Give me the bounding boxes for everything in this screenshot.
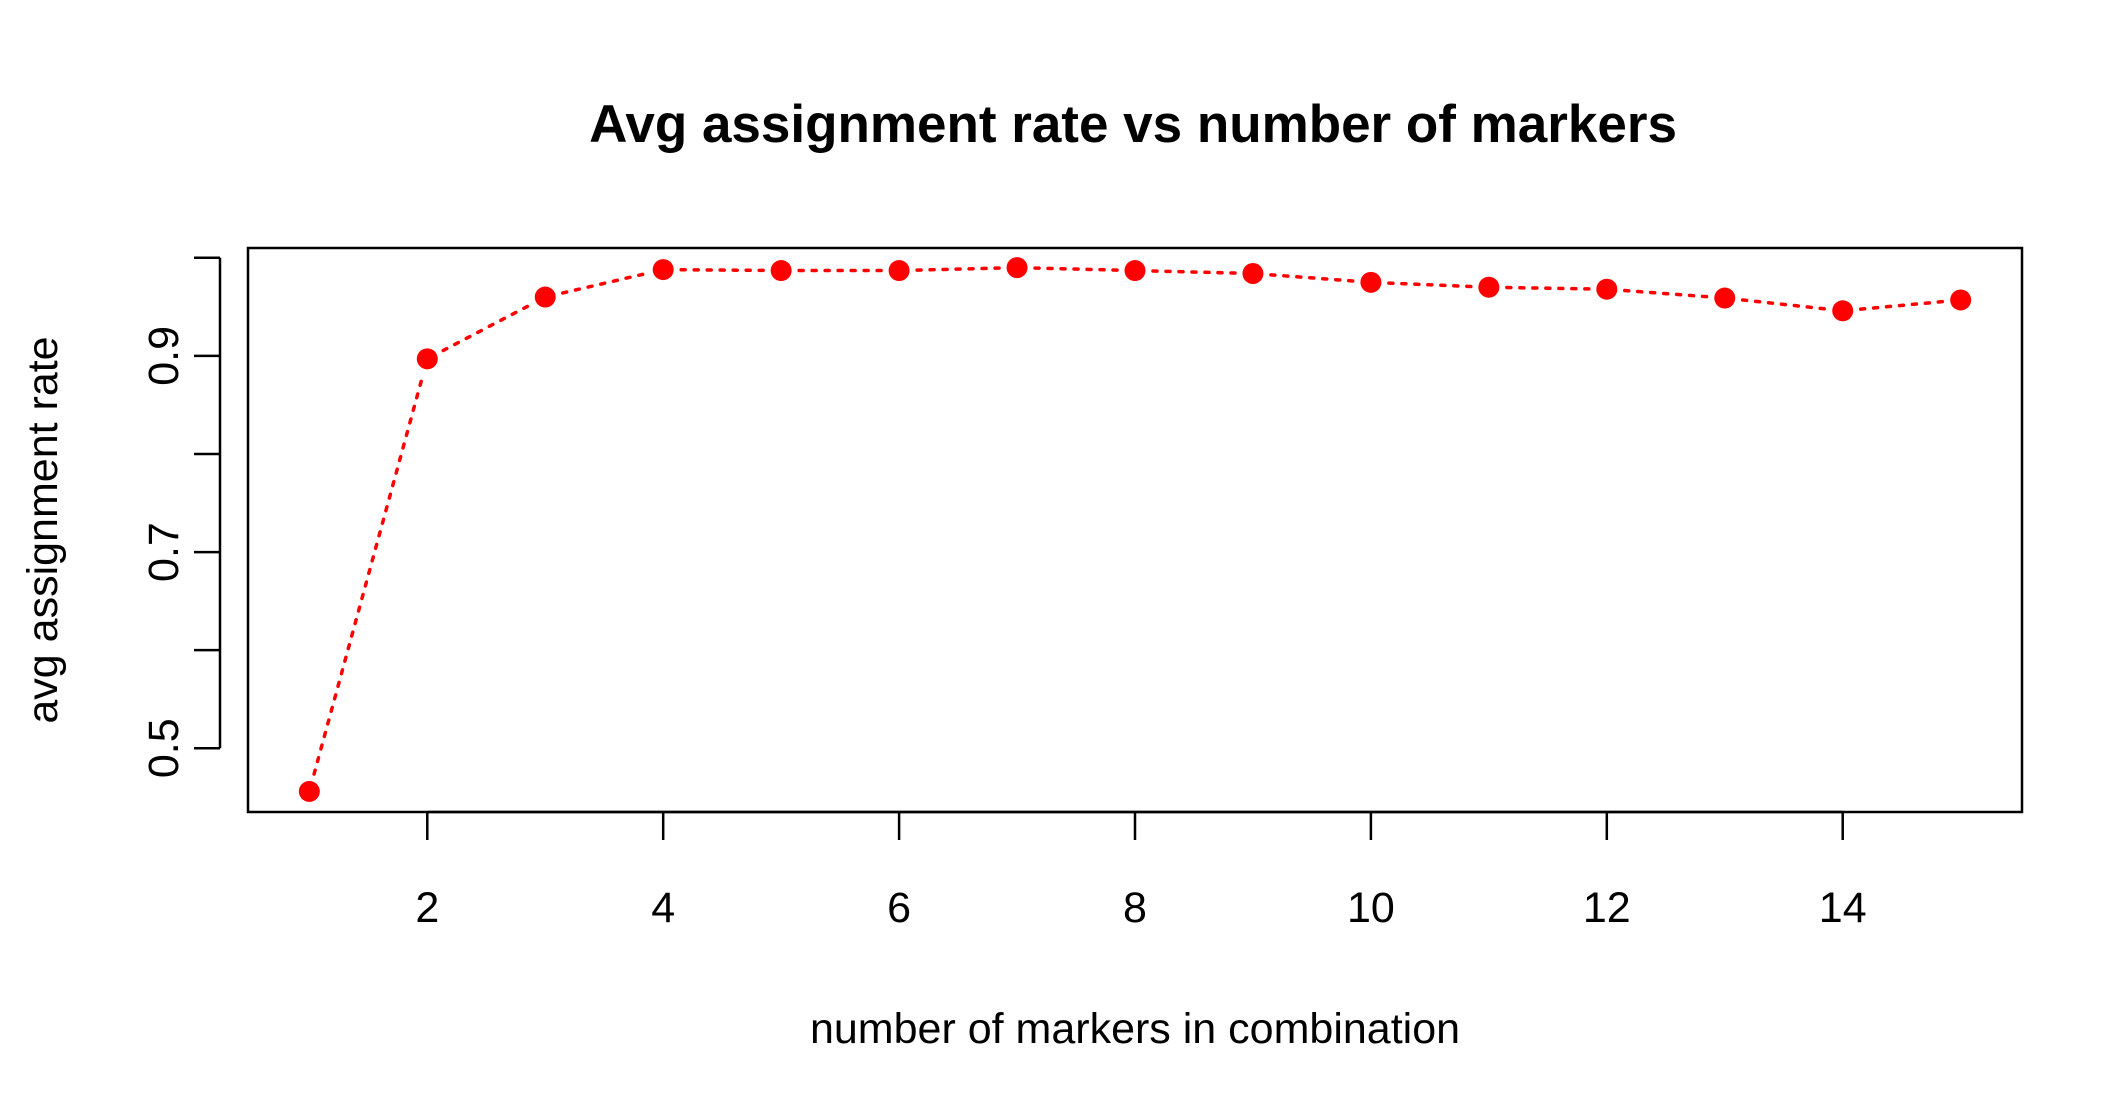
data-point bbox=[1832, 300, 1854, 322]
series-line-segment bbox=[561, 271, 648, 295]
data-point bbox=[1478, 276, 1500, 298]
data-point bbox=[1124, 260, 1146, 282]
x-tick-label: 12 bbox=[1583, 884, 1631, 932]
y-tick-label: 0.5 bbox=[140, 718, 188, 778]
x-tick-label: 4 bbox=[651, 884, 675, 932]
data-point bbox=[1242, 263, 1264, 285]
x-tick-label: 2 bbox=[415, 884, 439, 932]
series-line-segment bbox=[1033, 266, 1119, 272]
data-point bbox=[1596, 278, 1618, 300]
series-line-segment bbox=[1740, 298, 1827, 311]
series-line-segment bbox=[312, 374, 425, 776]
series-line-segment bbox=[441, 303, 532, 353]
x-tick-label: 10 bbox=[1347, 884, 1395, 932]
series-line-segment bbox=[915, 266, 1001, 272]
data-point bbox=[1950, 289, 1972, 311]
series-line-segment bbox=[679, 267, 765, 273]
series-line-segment bbox=[1858, 299, 1945, 311]
plot-area-frame bbox=[246, 246, 2024, 814]
data-point bbox=[416, 348, 438, 370]
data-point bbox=[534, 286, 556, 308]
chart-title: Avg assignment rate vs number of markers bbox=[589, 95, 1677, 154]
data-point bbox=[888, 260, 910, 282]
data-point bbox=[1714, 287, 1736, 309]
data-point bbox=[1006, 257, 1028, 279]
x-axis-label: number of markers in combination bbox=[810, 1005, 1460, 1053]
data-point bbox=[1360, 271, 1382, 293]
series-layer bbox=[298, 257, 1972, 802]
x-tick-label: 14 bbox=[1819, 884, 1867, 932]
series-line-segment bbox=[1269, 273, 1355, 283]
series-line-segment bbox=[1505, 285, 1591, 291]
series-line-segment bbox=[1623, 288, 1709, 299]
y-axis: 0.5 0.7 0.9 bbox=[140, 256, 222, 778]
x-tick-label: 6 bbox=[887, 884, 911, 932]
y-tick-label: 0.9 bbox=[140, 326, 188, 386]
x-axis: 2 4 6 8 10 12 14 bbox=[415, 810, 1867, 932]
series bbox=[298, 257, 1972, 802]
data-point bbox=[298, 780, 320, 802]
series-line-segment bbox=[1151, 269, 1237, 275]
data-point bbox=[770, 260, 792, 282]
series-line-segment bbox=[1387, 281, 1473, 289]
x-tick-label: 8 bbox=[1123, 884, 1147, 932]
y-axis-label: avg assignment rate bbox=[19, 336, 67, 723]
data-point bbox=[652, 259, 674, 281]
y-tick-label: 0.7 bbox=[140, 522, 188, 582]
